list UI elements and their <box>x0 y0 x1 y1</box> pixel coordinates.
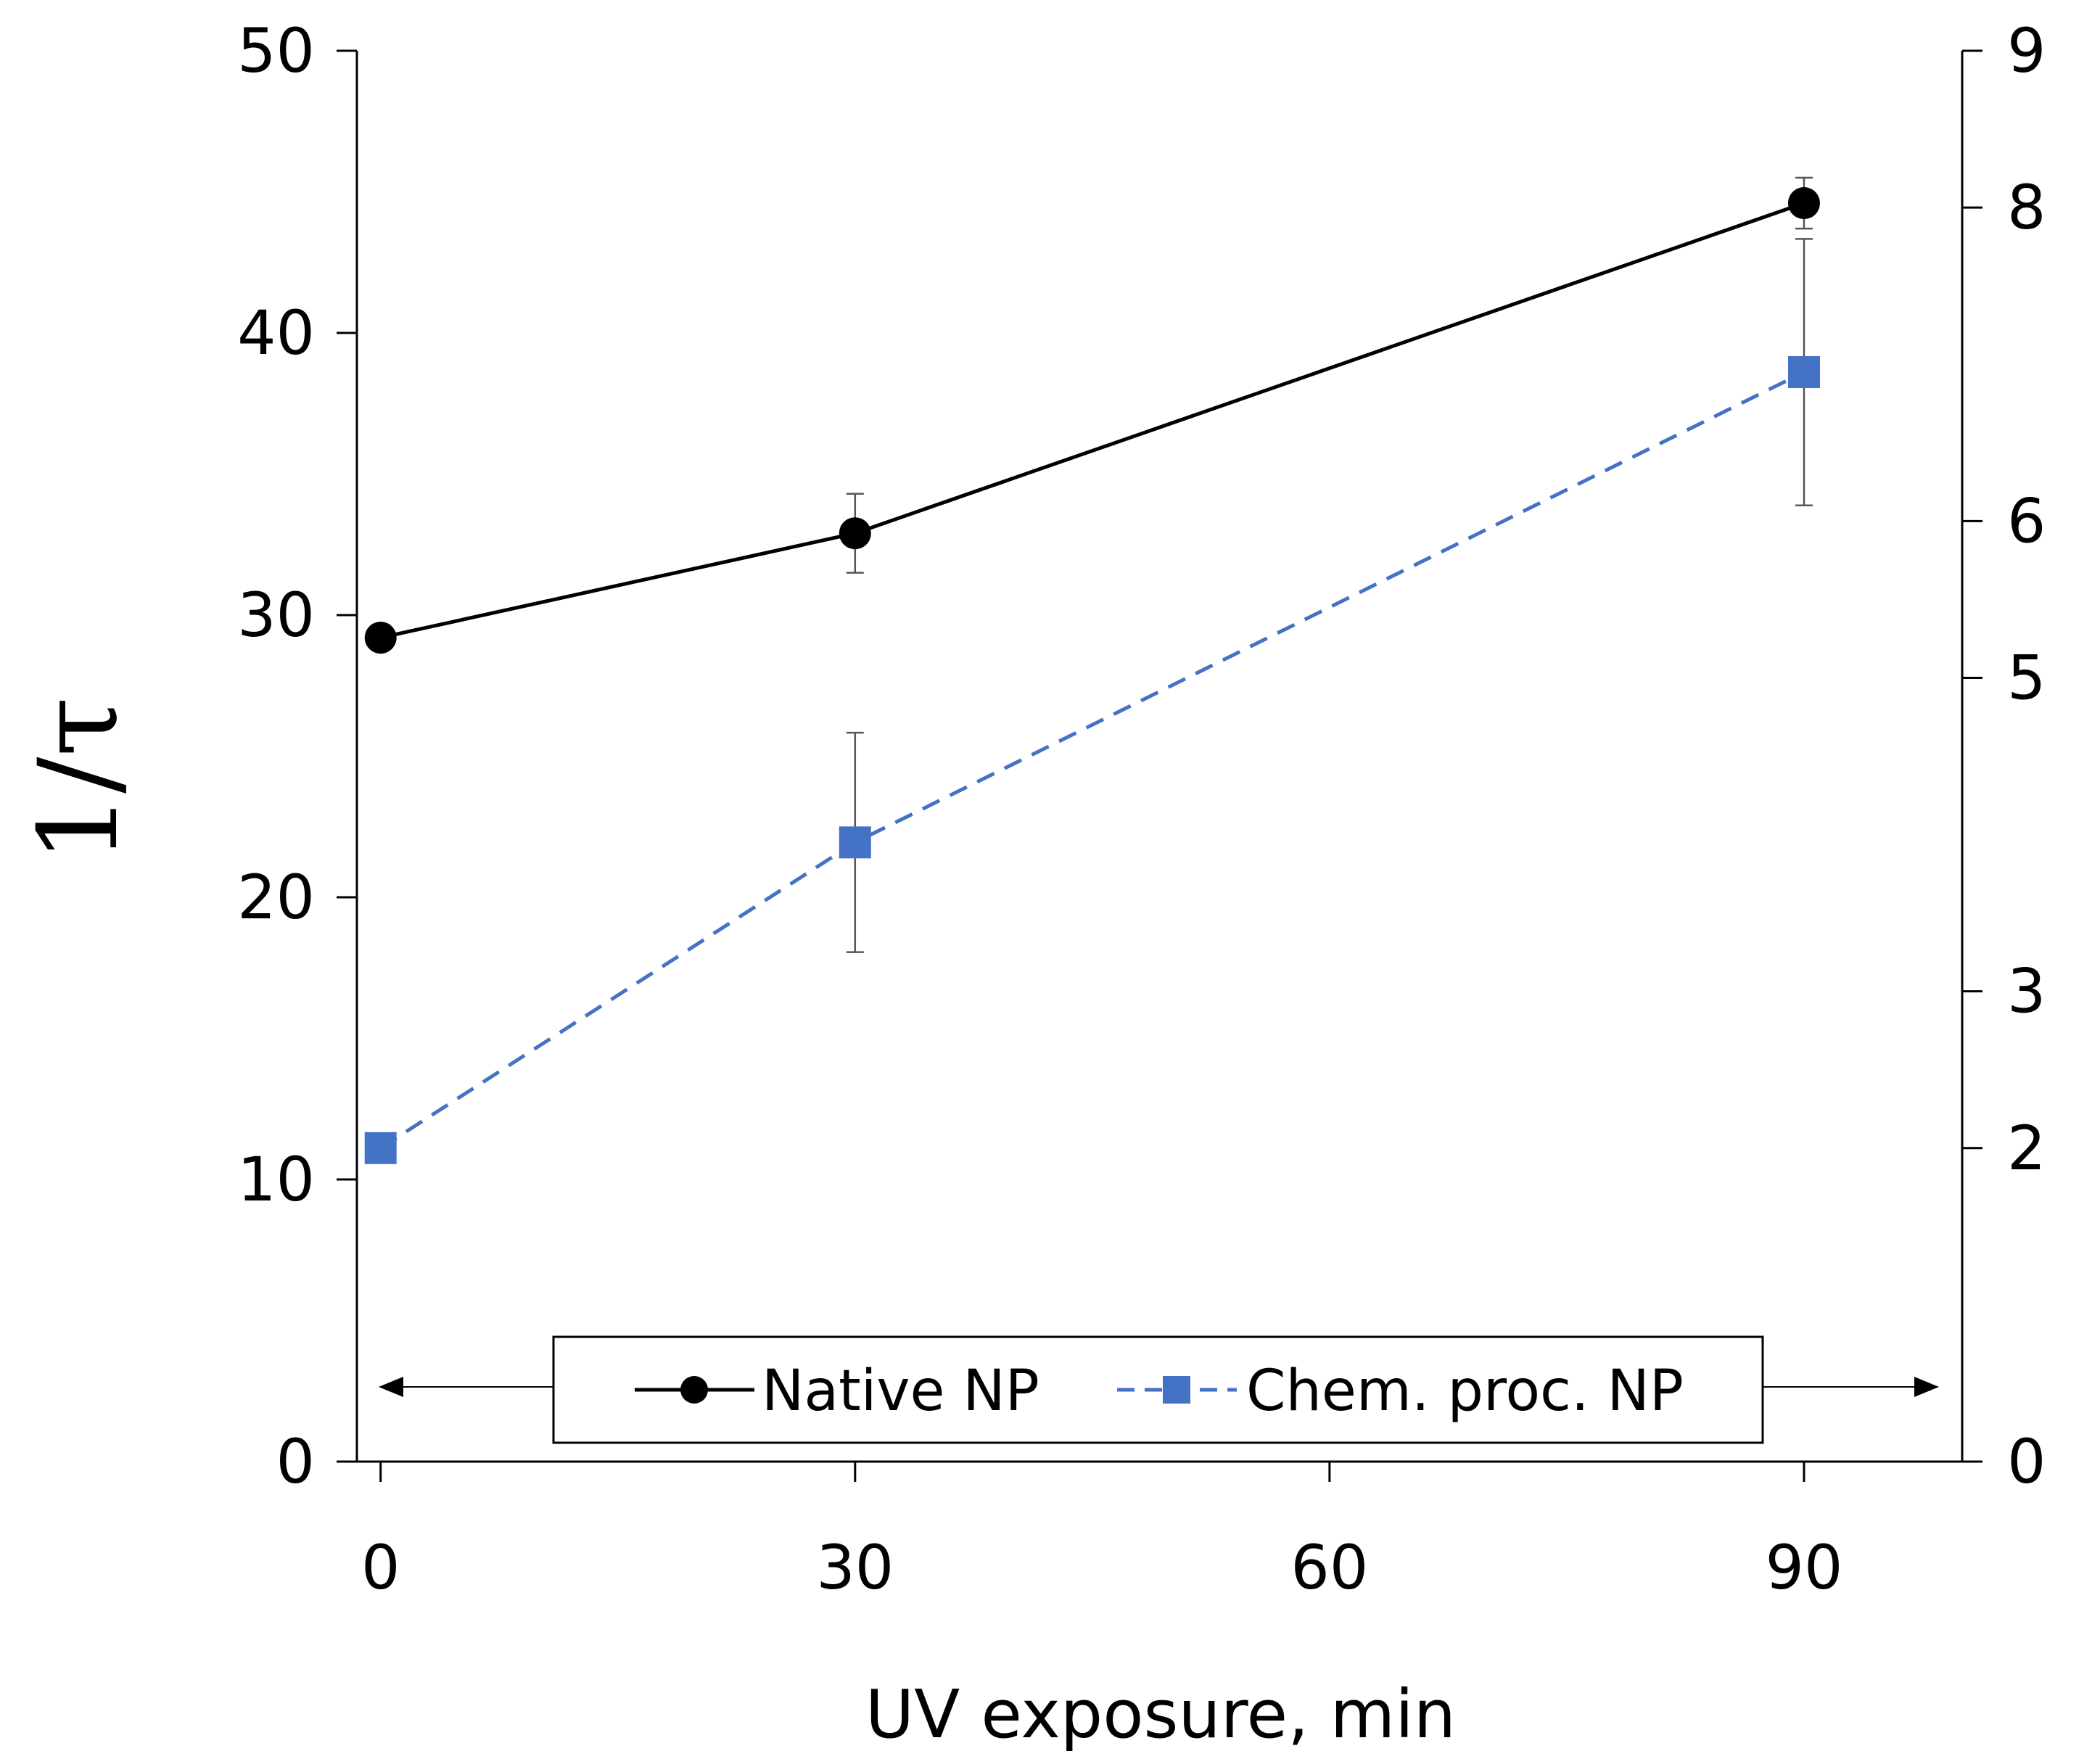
legend: Native NP Chem. proc. NP <box>552 1335 1764 1444</box>
right-axis-arrow-head <box>1914 1377 1939 1397</box>
left-y-tick-label: 50 <box>237 15 315 86</box>
x-tick-label: 90 <box>1766 1532 1843 1603</box>
left-y-ticks: 0 10 20 30 40 50 <box>237 15 357 1497</box>
right-y-tick-label: 6 <box>2007 485 2046 556</box>
legend-native-marker <box>680 1376 708 1404</box>
left-axis-arrow-head <box>379 1377 403 1397</box>
left-y-tick-label: 0 <box>276 1426 315 1497</box>
left-y-tick-label: 40 <box>237 297 315 368</box>
data-point <box>1787 187 1820 220</box>
series-1 <box>364 238 1820 1164</box>
left-y-tick-label: 10 <box>237 1144 315 1215</box>
legend-chem-label: Chem. proc. NP <box>1246 1359 1684 1424</box>
legend-item-chem: Chem. proc. NP <box>1117 1359 1684 1424</box>
data-point <box>839 517 871 550</box>
right-y-tick-label: 8 <box>2007 172 2046 243</box>
right-y-tick-label: 0 <box>2007 1426 2046 1497</box>
left-y-tick-label: 30 <box>237 580 315 651</box>
x-ticks: 0 30 60 90 <box>361 1462 1842 1603</box>
series-line <box>380 201 1805 640</box>
series-0 <box>364 176 1820 654</box>
x-tick-label: 30 <box>816 1532 894 1603</box>
legend-chem-marker <box>1163 1376 1190 1404</box>
right-y-tick-label: 5 <box>2007 642 2046 713</box>
series-line <box>379 370 1805 1150</box>
x-axis-title: UV exposure, min <box>865 1676 1456 1753</box>
right-y-ticks: 0 2 3 5 6 8 9 <box>1962 15 2046 1497</box>
left-y-tick-label: 20 <box>237 862 315 933</box>
right-y-tick-label: 9 <box>2007 15 2046 86</box>
data-point <box>364 1132 397 1164</box>
data-point <box>839 826 871 859</box>
right-y-tick-label: 2 <box>2007 1113 2046 1184</box>
x-tick-label: 0 <box>361 1532 400 1603</box>
y-axis-title: 1/τ <box>16 697 142 863</box>
x-tick-label: 60 <box>1290 1532 1368 1603</box>
data-point <box>1787 356 1820 389</box>
right-y-tick-label: 3 <box>2007 956 2046 1027</box>
legend-native-label: Native NP <box>762 1359 1039 1424</box>
data-point <box>364 622 397 654</box>
series-layer <box>364 176 1820 1164</box>
legend-item-native: Native NP <box>635 1359 1039 1424</box>
axis-indicator-arrows <box>379 1377 1939 1397</box>
